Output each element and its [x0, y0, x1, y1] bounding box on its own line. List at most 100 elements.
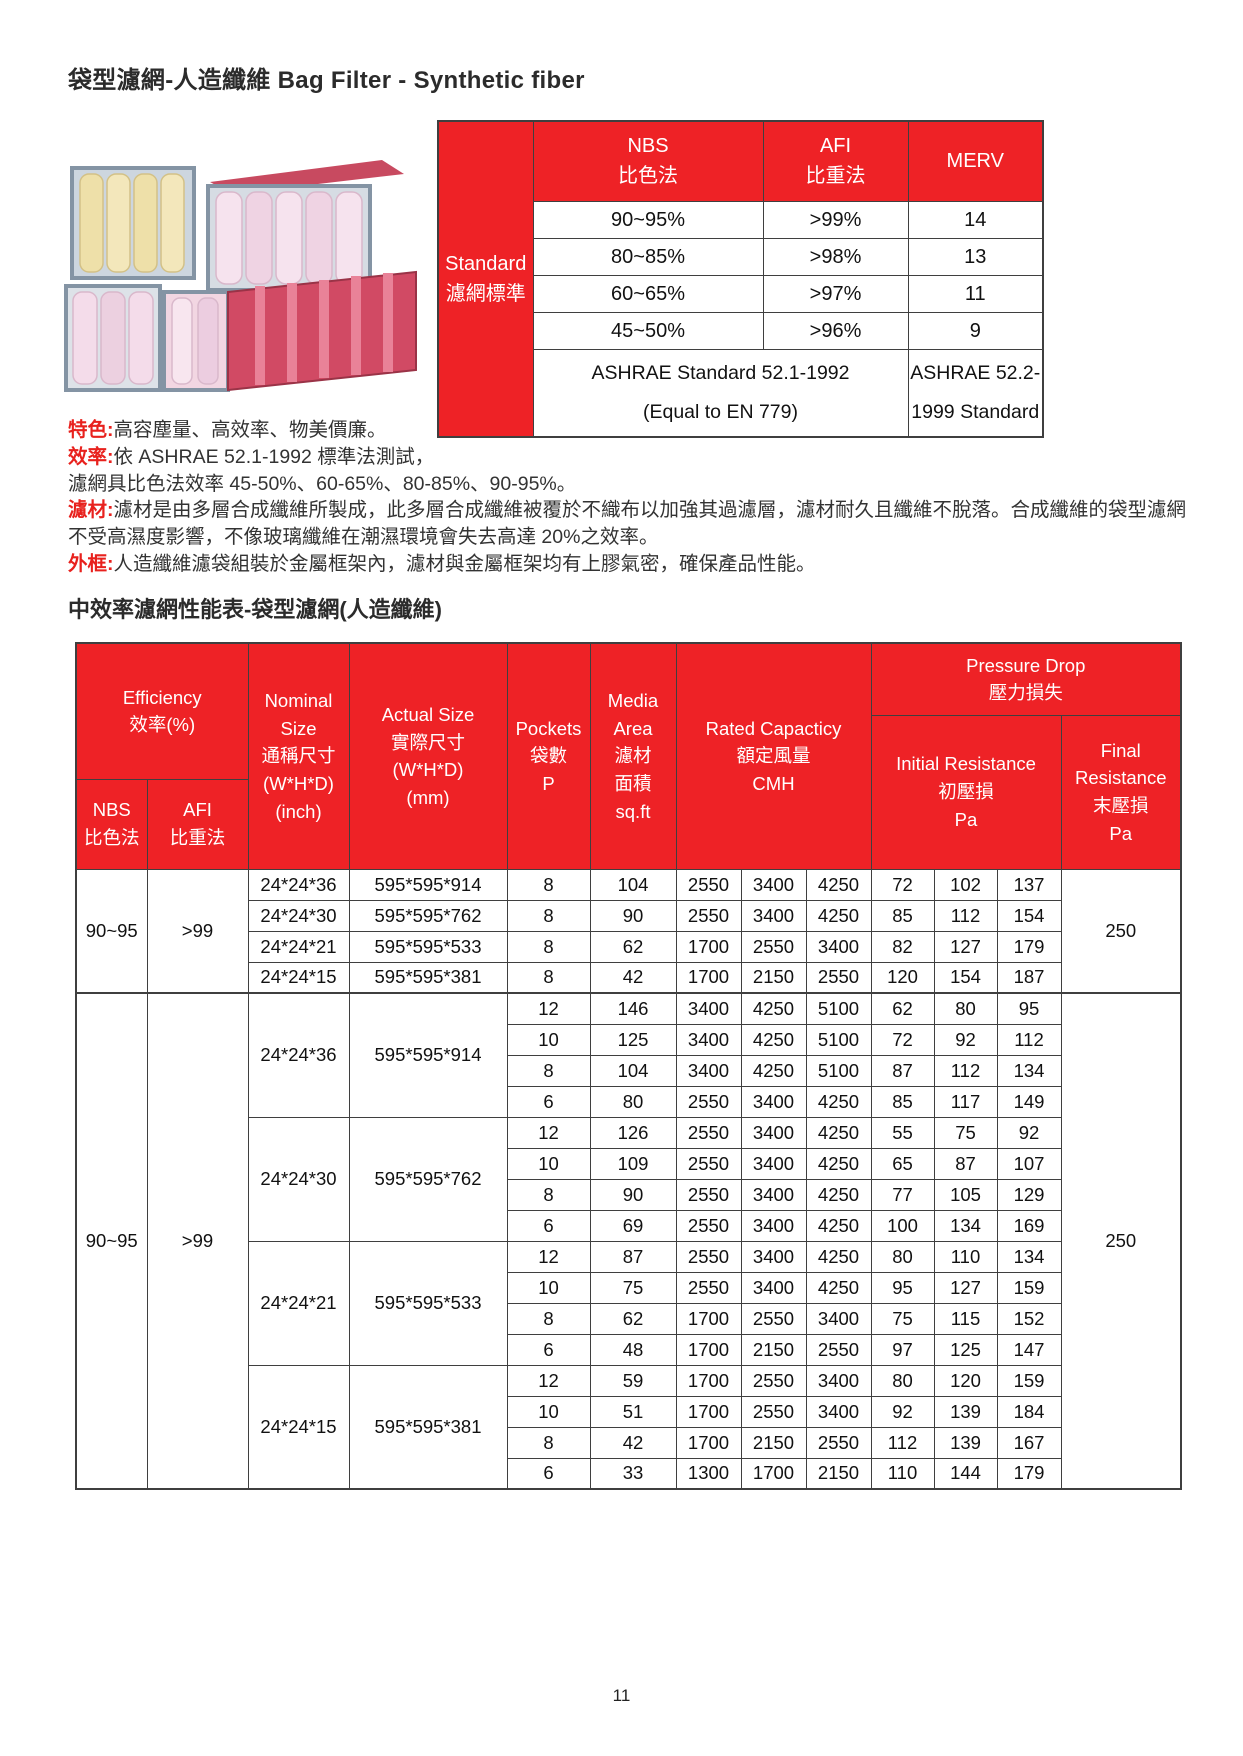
header-afi: AFI 比重法 — [146, 778, 249, 870]
initial-resistance-value-cell: 75 — [933, 1116, 998, 1149]
initial-resistance-value-cell: 120 — [933, 1364, 998, 1397]
actual-size-cell: 595*595*533 — [348, 930, 508, 963]
initial-resistance-value-cell: 134 — [933, 1209, 998, 1242]
pockets-cell: 10 — [506, 1271, 591, 1304]
initial-resistance-value-cell: 147 — [996, 1333, 1062, 1366]
pockets-cell: 10 — [506, 1395, 591, 1428]
media-area-cell: 62 — [589, 1302, 677, 1335]
media-area-cell: 51 — [589, 1395, 677, 1428]
cmh-value-cell: 3400 — [740, 1209, 807, 1242]
initial-resistance-value-cell: 179 — [996, 1457, 1062, 1490]
pockets-cell: 6 — [506, 1209, 591, 1242]
cmh-value-cell: 4250 — [805, 1116, 872, 1149]
initial-resistance-value-cell: 139 — [933, 1395, 998, 1428]
cmh-value-cell: 3400 — [675, 1054, 742, 1087]
initial-resistance-value-cell: 152 — [996, 1302, 1062, 1335]
cmh-value-cell: 5100 — [805, 992, 872, 1025]
description-text: 濾材是由多層合成纖維所製成，此多層合成纖維被覆於不織布以加強其過濾層，濾材耐久且… — [68, 499, 1187, 549]
actual-size-cell: 595*595*914 — [348, 868, 508, 901]
header-efficiency: Efficiency 效率(%) — [75, 642, 249, 780]
nominal-size-cell: 24*24*21 — [247, 1240, 350, 1366]
initial-resistance-value-cell: 72 — [870, 868, 935, 901]
performance-row: 10 75 2550 3400 4250 95 127 159 — [76, 1271, 1181, 1304]
initial-resistance-value-cell: 149 — [996, 1085, 1062, 1118]
cmh-value-cell: 2550 — [740, 930, 807, 963]
nominal-size-cell: 24*24*15 — [247, 961, 350, 994]
initial-resistance-value-cell: 112 — [996, 1023, 1062, 1056]
performance-row: 24*24*21 595*595*533 8 62 1700 2550 3400 82 127 1… — [76, 930, 1181, 963]
std-cell-merv: 13 — [907, 237, 1044, 276]
media-area-cell: 104 — [589, 1054, 677, 1087]
media-area-cell: 42 — [589, 961, 677, 994]
performance-table-body: Efficiency 效率(%) Nominal Size 通稱尺寸 (W*H*… — [75, 642, 1182, 1490]
cmh-value-cell: 4250 — [740, 1054, 807, 1087]
description-label: 特色: — [68, 419, 114, 441]
cmh-value-cell: 3400 — [675, 1023, 742, 1056]
description-label: 外框: — [68, 552, 114, 575]
standards-table: Standard 濾網標準 NBS 比色法 AFI 比重法 MERV 90~95… — [437, 120, 1044, 438]
nominal-size-cell: 24*24*30 — [247, 899, 350, 932]
pockets-cell: 10 — [506, 1023, 591, 1056]
cmh-value-cell: 2550 — [675, 1240, 742, 1273]
cmh-value-cell: 2550 — [675, 1178, 742, 1211]
actual-size-cell: 595*595*533 — [348, 1240, 508, 1366]
initial-resistance-value-cell: 129 — [996, 1178, 1062, 1211]
cmh-value-cell: 1700 — [740, 1457, 807, 1490]
cmh-value-cell: 2550 — [805, 961, 872, 994]
performance-row: 24*24*30 595*595*762 8 90 2550 3400 4250 85 112 1… — [76, 899, 1181, 932]
initial-resistance-value-cell: 92 — [996, 1116, 1062, 1149]
initial-resistance-value-cell: 92 — [933, 1023, 998, 1056]
cmh-value-cell: 4250 — [740, 992, 807, 1025]
std-cell-afi: >96% — [762, 311, 909, 350]
description-label: 效率: — [68, 445, 114, 468]
initial-resistance-value-cell: 112 — [933, 1054, 998, 1087]
performance-row: 24*24*15 595*595*381 8 42 1700 2150 2550 120 154… — [76, 961, 1181, 994]
cmh-value-cell: 4250 — [805, 1271, 872, 1304]
initial-resistance-value-cell: 167 — [996, 1426, 1062, 1459]
cmh-value-cell: 1700 — [675, 930, 742, 963]
media-area-cell: 109 — [589, 1147, 677, 1180]
page-title: 袋型濾網-人造纖維 Bag Filter - Synthetic fiber — [68, 67, 585, 94]
cmh-value-cell: 2550 — [675, 1271, 742, 1304]
cmh-value-cell: 2550 — [675, 1209, 742, 1242]
pockets-cell: 6 — [506, 1333, 591, 1366]
initial-resistance-value-cell: 134 — [996, 1240, 1062, 1273]
initial-resistance-value-cell: 102 — [933, 868, 998, 901]
initial-resistance-value-cell: 65 — [870, 1147, 935, 1180]
media-area-cell: 90 — [589, 1178, 677, 1211]
performance-row: 90~95 >99 24*24*36 595*595*914 12 146 3400 4250… — [75, 992, 1182, 1490]
std-side-header: Standard 濾網標準 — [437, 120, 534, 438]
initial-resistance-value-cell: 72 — [870, 1023, 935, 1056]
cmh-value-cell: 2150 — [740, 1426, 807, 1459]
initial-resistance-value-cell: 159 — [996, 1364, 1062, 1397]
cmh-value-cell: 4250 — [805, 1209, 872, 1242]
initial-resistance-value-cell: 110 — [870, 1457, 935, 1490]
nominal-size-cell: 24*24*15 — [247, 1364, 350, 1490]
std-header-nbs: NBS 比色法 — [532, 120, 764, 202]
performance-row: 6 33 1300 1700 2150 110 144 179 — [76, 1457, 1181, 1490]
media-area-cell: 33 — [589, 1457, 677, 1490]
initial-resistance-value-cell: 80 — [870, 1240, 935, 1273]
pockets-cell: 8 — [506, 1054, 591, 1087]
std-cell-afi: >98% — [762, 237, 909, 276]
initial-resistance-value-cell: 112 — [933, 899, 998, 932]
initial-resistance-value-cell: 179 — [996, 930, 1062, 963]
pockets-cell: 6 — [506, 1085, 591, 1118]
std-cell-merv: 9 — [907, 311, 1044, 350]
cmh-value-cell: 4250 — [805, 1178, 872, 1211]
std-header-merv: MERV — [907, 120, 1044, 202]
header-nominal-size: Nominal Size 通稱尺寸 (W*H*D) (inch) — [247, 642, 350, 870]
media-area-cell: 48 — [589, 1333, 677, 1366]
nominal-size-cell: 24*24*30 — [247, 1116, 350, 1242]
header-media-area: Media Area 濾材 面積 sq.ft — [589, 642, 677, 870]
bag-filter-small-pink-illustration — [64, 284, 162, 392]
description-line: 濾網具比色法效率 45-50%、60-65%、80-85%、90-95%。 — [68, 471, 1190, 498]
cmh-value-cell: 4250 — [805, 899, 872, 932]
performance-row: 10 109 2550 3400 4250 65 87 107 — [76, 1147, 1181, 1180]
cmh-value-cell: 2550 — [675, 899, 742, 932]
initial-resistance-value-cell: 97 — [870, 1333, 935, 1366]
cmh-value-cell: 1700 — [675, 961, 742, 994]
initial-resistance-value-cell: 187 — [996, 961, 1062, 994]
header-actual-size: Actual Size 實際尺寸 (W*H*D) (mm) — [348, 642, 508, 870]
initial-resistance-value-cell: 87 — [870, 1054, 935, 1087]
